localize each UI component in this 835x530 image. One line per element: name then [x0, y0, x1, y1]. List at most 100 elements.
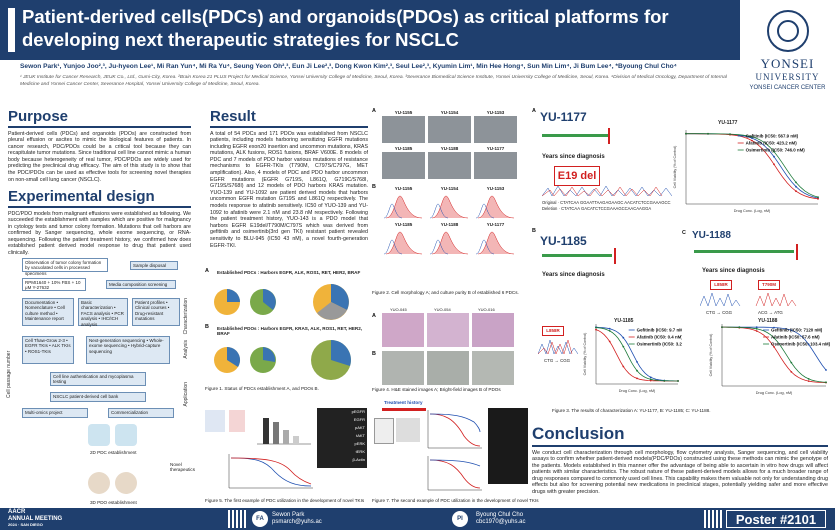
title-accent-bar — [8, 8, 15, 52]
data-point — [755, 326, 758, 329]
purpose-section: Purpose Patient-derived cells (PDCs) and… — [8, 108, 191, 183]
yonsei-emblem-icon — [766, 10, 809, 52]
x-axis-label: Drug Conc. (Log, nM) — [734, 209, 771, 213]
data-point — [773, 150, 775, 153]
fig1-pie-row-b — [214, 340, 351, 380]
blot-label: tERK — [355, 449, 365, 454]
figure-4: A YUO-045 YUO-054 YUO-016 B Figure 4. H&… — [372, 305, 522, 395]
qr-code-icon[interactable] — [704, 510, 722, 528]
figure-5: 2D PDC establishment 3D PDO establishmen… — [60, 420, 200, 505]
fig4-caption: Figure 4. H&E stained images A; Bright-f… — [372, 387, 501, 392]
data-point — [636, 361, 638, 363]
data-point — [707, 132, 709, 135]
flow-box: Documentation • Nomenclature • Cell cult… — [22, 298, 74, 326]
purpose-heading: Purpose — [8, 108, 69, 125]
data-point — [663, 379, 666, 382]
thumbnail — [374, 418, 394, 444]
thumbnail: YU-1154 — [428, 186, 471, 219]
thumbnail: YU-1177 — [474, 222, 517, 255]
pi-email[interactable]: cbc1970@yuhs.ac — [476, 519, 526, 525]
pdo-well-icon — [115, 472, 137, 494]
data-point — [608, 327, 611, 330]
data-point — [773, 326, 775, 329]
flow-box: Media composition screening — [106, 280, 176, 289]
cell-line-label: YU-1154 — [440, 110, 459, 115]
fig3-a-chart: Gefitinib (IC50: 567.9 nM) Afatinib (IC50… — [673, 130, 819, 213]
pi-name: Byoung Chul Cho — [476, 512, 524, 518]
sequence-change: CTG → CGG — [706, 310, 733, 315]
fig3-a-title: YU-1177 — [540, 110, 587, 124]
pdo-well-icon — [88, 472, 110, 494]
thumbnail: YU-1155 — [382, 186, 425, 219]
panel-label: A — [532, 108, 536, 114]
fig7-curve-chart — [427, 410, 482, 449]
fa-email[interactable]: psmarch@yuhs.ac — [272, 519, 322, 525]
flow-box: Next-generation sequencing • Whole-exome… — [86, 336, 170, 364]
pi-badge: PI — [452, 511, 468, 527]
legend-label: Osimertinib (IC50: 103.4 nM) — [771, 342, 830, 347]
years-label: Years since diagnosis — [542, 154, 605, 160]
thumbnail: YU-1188 — [428, 222, 471, 255]
fig3-caption: Figure 3. The results of characterizatio… — [552, 408, 711, 413]
data-point — [729, 133, 731, 135]
cell-line-label: YU-1154 — [440, 186, 459, 191]
panel-label: B — [372, 351, 376, 357]
data-point — [622, 336, 625, 339]
data-point — [608, 330, 611, 332]
timeline-bar — [694, 250, 794, 253]
sequence-deletion: Deletion · CTATCAA GACATCTCCGAAAGCCAACAA… — [542, 206, 652, 211]
flow-histogram — [382, 228, 425, 255]
flow-histogram — [428, 228, 471, 255]
western-blot-image — [488, 408, 528, 484]
fa-badge: FA — [252, 511, 268, 527]
data-point — [825, 369, 827, 371]
thumbnail: YU-1185 — [382, 222, 425, 255]
flow-box: Commercialization — [108, 408, 174, 418]
morphology-image — [382, 152, 425, 179]
thumbnail — [205, 410, 225, 432]
data-point — [622, 345, 625, 348]
title-line-1: Patient-derived cells(PDCs) and organoid… — [22, 6, 669, 27]
divider — [532, 445, 828, 447]
fig3-b-chart: Gefitinib (IC50: 9.7 nM) Afatinib (IC50: … — [583, 324, 682, 393]
l858r-label: L858R — [710, 280, 732, 290]
thumbnail: YU-1153 — [474, 186, 517, 219]
first-author: Sewon Park psmarch@yuhs.ac — [272, 512, 322, 526]
data-point — [751, 136, 753, 138]
fig5-bar-chart — [257, 418, 311, 445]
flow-histogram — [382, 192, 425, 219]
flow-box: Patient profiles • Clinical courses • Dr… — [132, 298, 180, 326]
legend-label: Afatinib (IC50: 423.2 nM) — [746, 141, 798, 146]
y-axis-label: Cell Viability (% of Control) — [673, 146, 677, 189]
university-logo: YONSEI UNIVERSITY YONSEI CANCER CENTER — [740, 0, 835, 104]
fig3-c-chart: Gefitinib (IC50: 7120 nM) Afatinib (IC50:… — [709, 324, 830, 395]
data-point — [790, 371, 793, 373]
fig5-caption: Figure 5. The first example of PDC utili… — [205, 498, 365, 503]
fa-name: Sewon Park — [272, 512, 305, 518]
cell-line-label: YU-1185 — [394, 222, 413, 227]
legend-label: Afatinib (IC50: 0.4 nM) — [637, 335, 682, 340]
pdo-label: YUO-045 — [390, 307, 407, 312]
cell-line-label: YU-1177 — [486, 146, 505, 151]
data-point — [825, 381, 827, 384]
qr-code-icon[interactable] — [228, 510, 246, 528]
fig1-title-a: Established PDCs : Harbors EGFR, ALK, RO… — [217, 270, 361, 275]
fig5-bottom-label: 3D PDO establishment — [90, 500, 137, 505]
years-label: Years since diagnosis — [542, 272, 605, 278]
thumbnail: YU-1185 — [382, 146, 425, 179]
sequence-trace — [542, 185, 672, 197]
flow-box: Cell line authentication and mycoplasma … — [50, 372, 146, 386]
blot-label: tAKT — [356, 433, 365, 438]
fig1-title-b: Established PDOs : Harbors EGFR, KRAS, A… — [217, 326, 363, 336]
result-heading: Result — [210, 108, 256, 125]
fig1-caption: Figure 1. Status of PDCs establishment A… — [205, 386, 319, 391]
bright-field-image — [427, 351, 469, 385]
result-text: A total of 54 PDCs and 171 PDOs was esta… — [210, 130, 368, 249]
flow-box: Observation of tumor colony formation by… — [22, 258, 108, 276]
affiliations: ¹ JEUK Institute for Cancer Research, JE… — [20, 75, 727, 87]
blot-label: pAKT — [354, 425, 365, 430]
logo-text-2: UNIVERSITY — [755, 72, 820, 82]
sequence-change: CTG → CGG — [544, 358, 571, 363]
pdc-flask-icon — [88, 424, 110, 446]
result-section: Result A total of 54 PDCs and 171 PDOs w… — [210, 108, 368, 249]
